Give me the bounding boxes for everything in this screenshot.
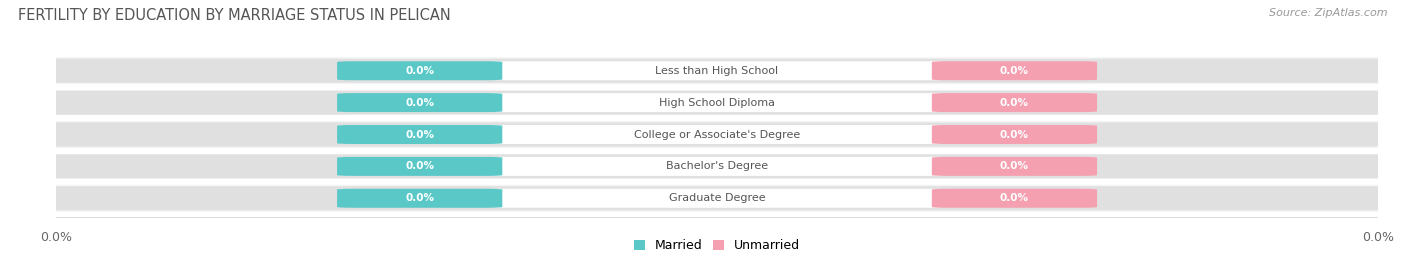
Legend: Married, Unmarried: Married, Unmarried [634, 239, 800, 252]
FancyBboxPatch shape [489, 189, 945, 208]
FancyBboxPatch shape [337, 125, 502, 144]
FancyBboxPatch shape [489, 61, 945, 80]
FancyBboxPatch shape [56, 185, 1378, 212]
Text: Bachelor's Degree: Bachelor's Degree [666, 161, 768, 171]
FancyBboxPatch shape [932, 157, 1097, 176]
FancyBboxPatch shape [56, 153, 1378, 180]
Text: Graduate Degree: Graduate Degree [669, 193, 765, 203]
FancyBboxPatch shape [56, 57, 1378, 84]
FancyBboxPatch shape [56, 121, 1378, 148]
FancyBboxPatch shape [37, 90, 1398, 115]
FancyBboxPatch shape [56, 89, 1378, 116]
Text: 0.0%: 0.0% [1000, 161, 1029, 171]
Text: 0.0%: 0.0% [1000, 129, 1029, 140]
FancyBboxPatch shape [932, 125, 1097, 144]
FancyBboxPatch shape [337, 157, 502, 176]
Text: FERTILITY BY EDUCATION BY MARRIAGE STATUS IN PELICAN: FERTILITY BY EDUCATION BY MARRIAGE STATU… [18, 8, 451, 23]
FancyBboxPatch shape [337, 189, 502, 208]
Text: 0.0%: 0.0% [405, 66, 434, 76]
Text: 0.0%: 0.0% [1000, 66, 1029, 76]
Text: Less than High School: Less than High School [655, 66, 779, 76]
FancyBboxPatch shape [337, 61, 502, 80]
Text: 0.0%: 0.0% [405, 161, 434, 171]
Text: 0.0%: 0.0% [405, 129, 434, 140]
Text: High School Diploma: High School Diploma [659, 98, 775, 108]
FancyBboxPatch shape [932, 93, 1097, 112]
FancyBboxPatch shape [489, 93, 945, 112]
Text: 0.0%: 0.0% [405, 193, 434, 203]
FancyBboxPatch shape [489, 125, 945, 144]
Text: 0.0%: 0.0% [405, 98, 434, 108]
Text: College or Associate's Degree: College or Associate's Degree [634, 129, 800, 140]
FancyBboxPatch shape [37, 122, 1398, 147]
FancyBboxPatch shape [37, 154, 1398, 179]
Text: 0.0%: 0.0% [1000, 98, 1029, 108]
FancyBboxPatch shape [932, 189, 1097, 208]
FancyBboxPatch shape [337, 93, 502, 112]
Text: Source: ZipAtlas.com: Source: ZipAtlas.com [1270, 8, 1388, 18]
FancyBboxPatch shape [932, 61, 1097, 80]
FancyBboxPatch shape [37, 59, 1398, 83]
Text: 0.0%: 0.0% [1000, 193, 1029, 203]
FancyBboxPatch shape [489, 157, 945, 176]
FancyBboxPatch shape [37, 186, 1398, 210]
